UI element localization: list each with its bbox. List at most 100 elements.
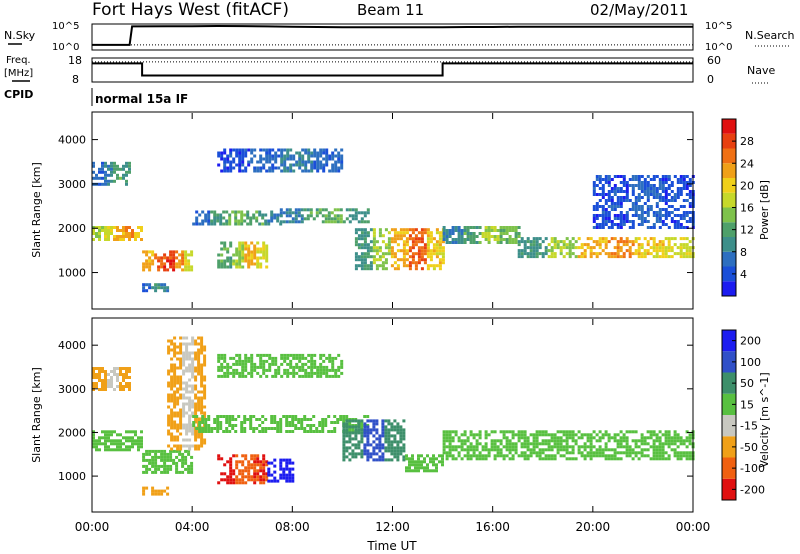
heatmap-cell [188,357,192,361]
heatmap-cell [541,439,545,443]
heatmap-cell [184,467,188,471]
heatmap-cell [505,229,509,232]
heatmap-cell [664,199,668,202]
heatmap-cell [264,430,268,433]
heatmap-cell [128,235,131,238]
heatmap-cell [151,461,155,465]
heatmap-cell [583,252,587,256]
heatmap-cell [184,461,188,465]
heatmap-cell [261,222,265,226]
heatmap-cell [217,457,221,461]
heatmap-cell [613,193,617,196]
heatmap-cell [553,237,557,241]
heatmap-cell [502,232,506,235]
heatmap-cell [312,217,316,221]
heatmap-cell [454,433,458,437]
heatmap-cell [285,418,289,421]
heatmap-cell [259,160,263,164]
heatmap-cell [204,216,208,220]
colorbar-tick-label: -200 [740,483,765,496]
heatmap-cell [559,246,563,250]
heatmap-cell [381,252,385,256]
heatmap-cell [508,457,512,461]
heatmap-cell [457,232,461,235]
heatmap-cell [188,408,192,412]
heatmap-cell [405,228,409,232]
heatmap-cell [235,371,239,375]
heatmap-cell [631,252,635,256]
heatmap-cell [499,226,503,229]
heatmap-cell [223,359,227,363]
heatmap-cell [198,427,202,430]
heatmap-cell [148,250,152,254]
heatmap-cell [673,451,677,455]
heatmap-cell [601,448,605,452]
heatmap-cell [438,264,442,268]
heatmap-cell [241,463,245,467]
heatmap-cell [187,253,191,257]
heatmap-cell [309,208,313,212]
heatmap-cell [505,445,509,449]
heatmap-cell [190,265,194,269]
velocity-ylabel: Slant Range [km] [30,367,43,463]
heatmap-cell [673,226,677,229]
heatmap-cell [607,193,611,196]
heatmap-cell [363,452,367,456]
heatmap-cell [478,451,482,455]
heatmap-cell [655,202,659,205]
heatmap-cell [390,252,394,256]
heatmap-cell [420,466,423,470]
heatmap-cell [342,446,346,450]
heatmap-cell [101,164,104,168]
heatmap-cell [220,265,224,269]
heatmap-cell [423,460,426,464]
heatmap-cell [110,370,113,373]
heatmap-cell [175,262,179,266]
heatmap-cell [538,433,542,437]
heatmap-cell [490,448,494,452]
heatmap-cell [643,211,647,214]
heatmap-cell [113,370,116,373]
heatmap-cell [499,232,503,235]
heatmap-cell [175,256,179,260]
heatmap-cell [198,424,202,427]
heatmap-cell [478,241,482,244]
heatmap-cell [182,396,186,400]
heatmap-cell [247,148,251,152]
heatmap-cell [336,214,340,218]
heatmap-cell [613,246,617,250]
heatmap-cell [637,439,641,443]
heatmap-cell [387,437,391,441]
heatmap-cell [342,455,346,459]
heatmap-cell [351,437,355,441]
heatmap-cell [670,205,674,208]
heatmap-cell [276,479,280,483]
heatmap-cell [312,430,316,433]
heatmap-cell [188,369,192,373]
heatmap-cell [345,446,349,450]
heatmap-cell [303,208,307,212]
heatmap-cell [163,289,167,293]
heatmap-cell [333,220,337,224]
heatmap-cell [142,289,146,293]
heatmap-cell [598,237,602,241]
heatmap-cell [265,374,269,378]
heatmap-cell [574,433,578,437]
heatmap-cell [113,238,116,241]
heatmap-cell [229,154,233,158]
heatmap-cell [664,439,668,443]
heatmap-cell [322,157,326,161]
heatmap-cell [670,190,674,193]
heatmap-cell [556,436,560,440]
x-tick-label: 16:00 [475,520,510,534]
heatmap-cell [685,214,689,217]
heatmap-cell [351,214,355,218]
freq-panel-frame [91,57,694,83]
heatmap-cell [200,378,204,382]
heatmap-cell [634,202,638,205]
heatmap-cell [411,258,415,262]
heatmap-cell [580,433,584,437]
heatmap-cell [559,430,563,434]
heatmap-cell [92,370,95,373]
heatmap-cell [396,440,400,444]
